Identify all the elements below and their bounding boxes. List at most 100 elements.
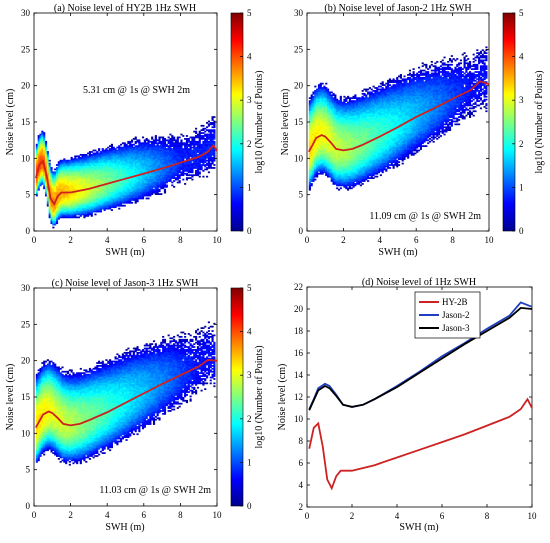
heatmap-cell (184, 142, 186, 144)
heatmap-cell (157, 142, 159, 144)
heatmap-cell (331, 91, 333, 93)
heatmap-cell (153, 189, 155, 191)
heatmap-cell (107, 150, 109, 152)
heatmap-cell (58, 161, 60, 163)
heatmap-cell (49, 160, 51, 162)
heatmap-cell (340, 187, 342, 189)
heatmap-cell (171, 184, 173, 186)
heatmap-cell (94, 214, 96, 216)
heatmap-cell (166, 184, 168, 186)
heatmap-cell (45, 141, 47, 143)
heatmap-cell (208, 171, 210, 173)
heatmap-cell (201, 164, 203, 166)
heatmap-cell (191, 163, 193, 165)
heatmap-cell (52, 227, 54, 229)
heatmap-cell (175, 139, 177, 141)
heatmap-cell (325, 87, 327, 89)
heatmap-cell (206, 126, 208, 128)
heatmap-cell (122, 205, 124, 207)
heatmap-cell (131, 202, 133, 204)
heatmap-cell (49, 163, 51, 165)
heatmap-cell (41, 131, 43, 133)
heatmap-cell (104, 150, 106, 152)
heatmap-cell (191, 174, 193, 176)
panel-a-x-tick-label: 6 (142, 235, 147, 245)
heatmap-cell (109, 148, 111, 150)
heatmap-cell (144, 139, 146, 141)
heatmap-cell (131, 139, 133, 141)
heatmap-cell (111, 144, 113, 146)
heatmap-cell (212, 157, 214, 159)
heatmap-cell (206, 160, 208, 162)
heatmap-cell (195, 170, 197, 172)
heatmap-cell (173, 142, 175, 144)
heatmap-cell (155, 145, 157, 147)
heatmap-cell (115, 148, 117, 150)
heatmap-cell (96, 151, 98, 153)
heatmap-cell (124, 142, 126, 144)
panel-a-y-tick-label: 15 (21, 117, 31, 127)
heatmap-cell (107, 147, 109, 149)
heatmap-cell (311, 183, 313, 185)
heatmap-cell (50, 167, 52, 169)
heatmap-cell (138, 139, 140, 141)
heatmap-cell (100, 151, 102, 153)
heatmap-cell (142, 137, 144, 139)
heatmap-cell (140, 142, 142, 144)
heatmap-cell (182, 135, 184, 137)
heatmap-cell (201, 129, 203, 131)
panel-a-xlabel: SWH (m) (105, 247, 144, 258)
heatmap-cell (78, 155, 80, 157)
heatmap-cell (332, 97, 334, 99)
heatmap-cell (208, 134, 210, 136)
heatmap-cell (72, 158, 74, 160)
heatmap-cell (146, 138, 148, 140)
heatmap-cell (146, 198, 148, 200)
heatmap-cell (118, 208, 120, 210)
panel-a-y-tick-label: 20 (21, 81, 31, 91)
heatmap-cell (164, 138, 166, 140)
heatmap-cell (74, 155, 76, 157)
heatmap-cell (131, 144, 133, 146)
panel-a-colorbar-tick-label: 0 (247, 226, 252, 236)
heatmap-cell (206, 129, 208, 131)
heatmap-cell (199, 131, 201, 133)
heatmap-cell (318, 84, 320, 86)
heatmap-cell (69, 160, 71, 162)
heatmap-cell (98, 153, 100, 155)
heatmap-cell (193, 137, 195, 139)
heatmap-cell (136, 145, 138, 147)
heatmap-cell (87, 153, 89, 155)
heatmap-cell (133, 144, 135, 146)
panel-a-y-tick-label: 25 (21, 44, 31, 54)
heatmap-cell (202, 170, 204, 172)
panel-a-y-tick-label: 0 (26, 226, 31, 236)
heatmap-cell (36, 144, 38, 146)
heatmap-cell (212, 126, 214, 128)
heatmap-cell (210, 163, 212, 165)
heatmap-cell (338, 189, 340, 191)
heatmap-cell (213, 129, 215, 131)
heatmap-cell (94, 153, 96, 155)
heatmap-cell (135, 137, 137, 139)
heatmap-cell (201, 144, 203, 146)
heatmap-cell (206, 167, 208, 169)
panel-a-y-tick-label: 10 (21, 153, 31, 163)
heatmap-cell (186, 173, 188, 175)
heatmap-cell (171, 182, 173, 184)
heatmap-cell (204, 128, 206, 130)
heatmap-cell (340, 96, 342, 98)
heatmap-cell (116, 150, 118, 152)
heatmap-cell (331, 94, 333, 96)
heatmap-cell (155, 135, 157, 137)
heatmap-cell (180, 134, 182, 136)
heatmap-cell (171, 135, 173, 137)
heatmap-cell (188, 177, 190, 179)
heatmap-cell (193, 174, 195, 176)
panel-a-x-tick-label: 0 (32, 235, 37, 245)
heatmap-cell (76, 216, 78, 218)
heatmap-cell (65, 160, 67, 162)
heatmap-cell (212, 167, 214, 169)
heatmap-cell (93, 153, 95, 155)
heatmap-cell (338, 100, 340, 102)
